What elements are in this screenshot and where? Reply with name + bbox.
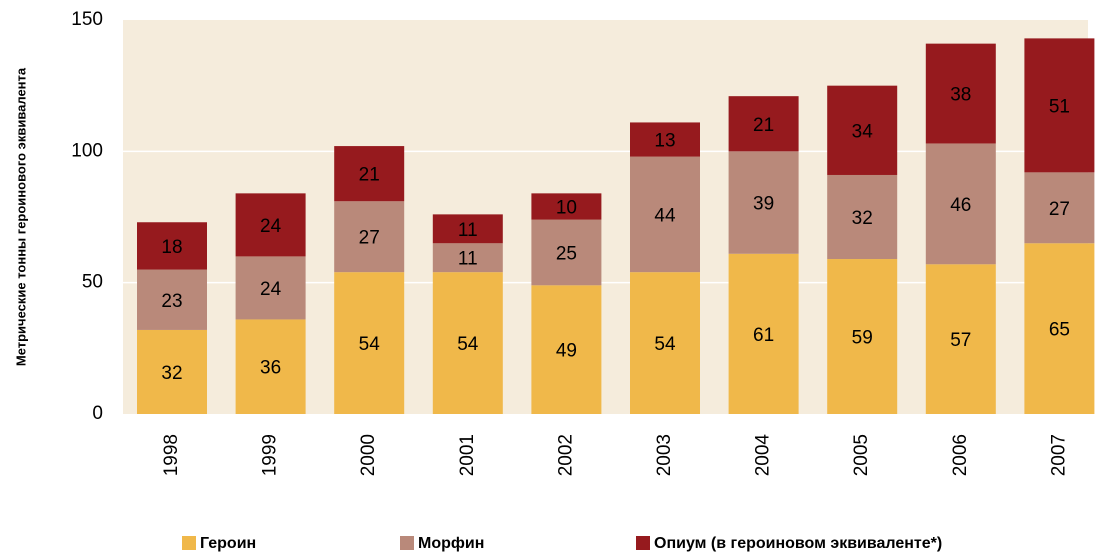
x-tick-label: 2007 [1048,434,1069,476]
x-tick-label: 1999 [260,434,281,476]
value-label: 21 [359,165,380,186]
value-label: 49 [556,341,577,362]
legend-label: Опиум (в героиновом эквиваленте*) [654,535,942,552]
bar-segment [630,272,700,414]
bar-segment [925,43,996,144]
value-label: 46 [950,195,971,216]
legend-label: Героин [200,535,256,552]
value-label: 13 [654,131,675,152]
bar-segment [827,259,898,414]
bar-segment [1024,38,1095,173]
bar-segment [432,272,503,414]
value-label: 57 [950,330,971,351]
legend-swatch [182,536,196,550]
value-label: 11 [458,220,478,241]
bar-segment [728,96,799,152]
legend-swatch [400,536,414,550]
x-tick-label: 2005 [851,434,872,476]
value-label: 24 [260,216,282,237]
value-label: 25 [556,243,577,264]
bar-segment [334,272,405,414]
value-label: 59 [852,328,873,349]
bar-segment [630,156,700,273]
value-label: 18 [161,237,182,258]
bar-segment [235,193,306,257]
bar-segment [1024,243,1095,414]
value-label: 54 [457,334,479,355]
x-tick-label: 2004 [753,434,774,477]
x-tick-label: 2003 [654,434,675,476]
value-label: 10 [556,198,577,219]
bar-segment [827,174,898,260]
bar-segment [137,222,207,270]
bar-segment [1024,172,1095,244]
value-label: 36 [260,358,281,379]
value-label: 51 [1049,96,1070,117]
y-tick-label: 150 [71,9,103,30]
x-tick-label: 2001 [457,434,478,476]
bar-segment [334,146,405,202]
legend-swatch [636,536,650,550]
value-label: 21 [753,115,774,136]
value-label: 38 [950,85,971,106]
bar-segment [728,253,799,414]
value-label: 32 [161,363,182,384]
bar-segment [531,219,602,286]
value-label: 11 [458,249,478,270]
x-tick-label: 2006 [950,434,971,476]
bar-segment [531,193,602,220]
y-axis-label: Метрические тонны героинового эквивалент… [13,67,28,366]
value-label: 54 [654,334,676,355]
value-label: 27 [359,228,380,249]
value-label: 34 [852,121,874,142]
legend-label: Морфин [418,535,484,552]
x-tick-label: 2000 [358,434,379,476]
bar-segment [137,329,207,414]
bar-segment [630,122,700,157]
value-label: 54 [359,334,381,355]
value-label: 39 [753,194,774,215]
bar-segment [334,201,405,273]
bar-segment [235,319,306,414]
bar-segment [728,151,799,254]
bar-segment [137,269,207,330]
bar-segment [925,264,996,414]
value-label: 61 [753,325,774,346]
x-tick-label: 1998 [161,434,182,476]
value-label: 24 [260,279,282,300]
y-tick-label: 100 [71,140,103,161]
bar-segment [432,243,503,273]
bar-segment [432,214,503,244]
x-tick-label: 2002 [555,434,576,476]
bar-segment [235,256,306,320]
value-label: 44 [654,205,676,226]
value-label: 65 [1049,320,1070,341]
bar-segment [827,85,898,175]
y-tick-label: 50 [82,272,103,293]
bar-segment [531,285,602,414]
y-tick-label: 0 [92,403,103,424]
bar-segment [925,143,996,265]
value-label: 23 [161,291,182,312]
value-label: 32 [852,208,873,229]
value-label: 27 [1049,199,1070,220]
